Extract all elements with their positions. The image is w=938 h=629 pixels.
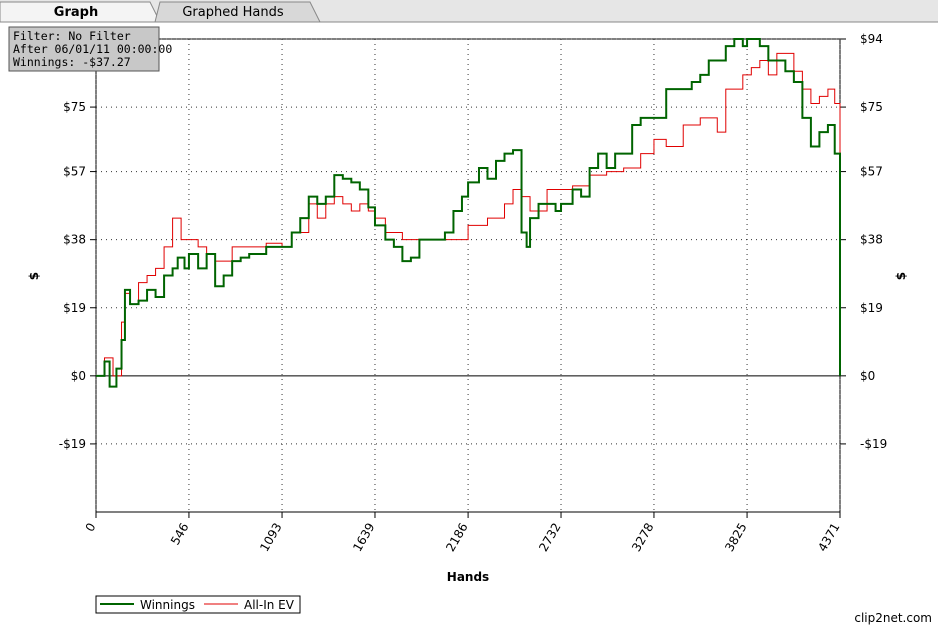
y2-tick-label: $94: [860, 32, 883, 46]
x-tick-label: 3825: [722, 521, 749, 554]
x-tick-label: 2186: [443, 521, 470, 554]
y-tick-label: $38: [63, 233, 86, 247]
x-tick-label: 1093: [257, 521, 284, 554]
info-line: Winnings: -$37.27: [13, 55, 131, 69]
y2-tick-label: $0: [860, 369, 875, 383]
legend-label: Winnings: [140, 598, 195, 612]
x-tick-label: 1639: [350, 521, 377, 554]
y2-tick-label: $38: [860, 233, 883, 247]
x-tick-label: 3278: [629, 521, 656, 554]
legend-label: All-In EV: [244, 598, 295, 612]
y-tick-label: $0: [71, 369, 86, 383]
y-tick-label: $19: [63, 301, 86, 315]
y2-tick-label: -$19: [860, 437, 887, 451]
y2-tick-label: $57: [860, 165, 883, 179]
y-axis-label: $: [27, 272, 41, 280]
info-box: [8, 26, 160, 72]
x-tick-label: 2732: [536, 521, 563, 554]
y2-tick-label: $75: [860, 100, 883, 114]
info-line: After 06/01/11 00:00:00: [13, 42, 172, 56]
series-line: [96, 38, 841, 388]
y-tick-label: -$19: [59, 437, 86, 451]
x-axis-label: Hands: [447, 570, 489, 584]
plot: -$19 -$19 $0 $0 $19 $19 $38 $38 $57 $57 $75 $75 $94 $…: [27, 32, 908, 614]
y-tick-label: $75: [63, 100, 86, 114]
info-line: Filter: No Filter: [13, 29, 131, 43]
x-tick-label: 4371: [815, 521, 842, 554]
y2-tick-label: $19: [860, 301, 883, 315]
y-tick-label: $57: [63, 165, 86, 179]
tab-label[interactable]: Graph: [54, 5, 98, 20]
x-tick-label: 546: [168, 521, 192, 548]
watermark: clip2net.com: [854, 611, 932, 625]
x-tick-label: 0: [83, 521, 99, 535]
y2-axis-label: $: [894, 272, 908, 280]
legend: [95, 595, 301, 614]
tab-label[interactable]: Graphed Hands: [182, 5, 283, 20]
